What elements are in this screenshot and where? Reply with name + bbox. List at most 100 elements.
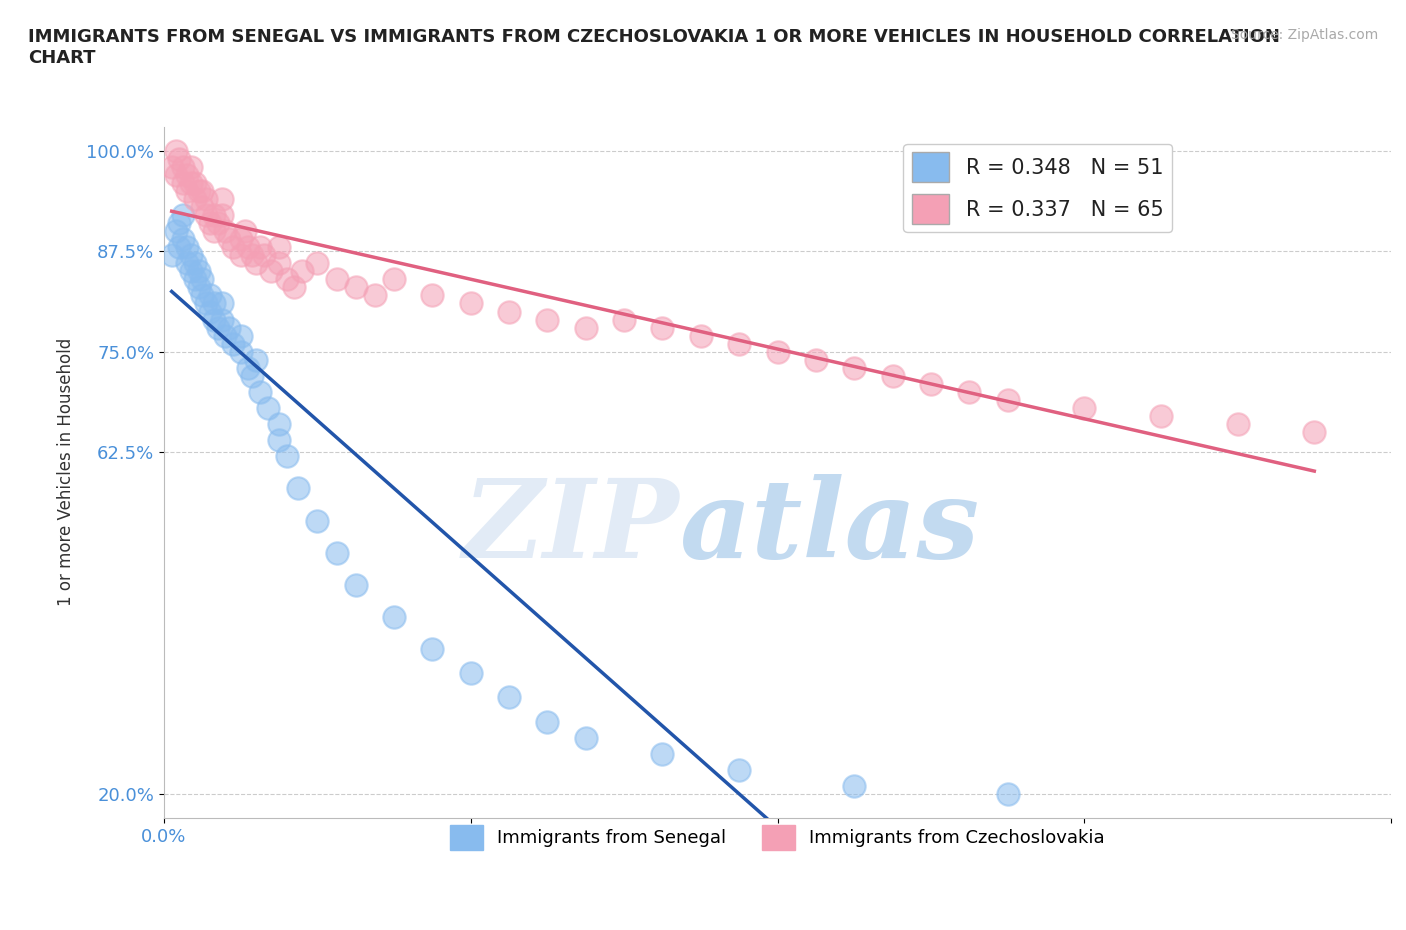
Point xyxy=(187,183,209,198)
Point xyxy=(267,240,290,255)
Point xyxy=(844,361,866,376)
Point xyxy=(344,578,367,592)
Point xyxy=(253,247,276,262)
Point xyxy=(180,264,202,279)
Point xyxy=(460,666,482,681)
Point xyxy=(1150,408,1173,423)
Point xyxy=(172,232,194,246)
Point xyxy=(176,167,198,182)
Point xyxy=(191,183,214,198)
Point xyxy=(160,247,183,262)
Point xyxy=(229,344,252,359)
Point xyxy=(195,296,218,311)
Point xyxy=(211,312,233,327)
Point xyxy=(844,778,866,793)
Point xyxy=(957,384,980,399)
Point xyxy=(997,392,1019,407)
Point xyxy=(240,247,263,262)
Point xyxy=(202,312,225,327)
Point xyxy=(165,224,187,239)
Point xyxy=(207,320,229,335)
Point xyxy=(651,320,673,335)
Point xyxy=(536,312,558,327)
Point xyxy=(267,256,290,271)
Point xyxy=(183,176,205,191)
Point xyxy=(214,224,236,239)
Point xyxy=(211,192,233,206)
Point xyxy=(180,247,202,262)
Point xyxy=(229,232,252,246)
Point xyxy=(218,232,240,246)
Point xyxy=(233,224,256,239)
Point xyxy=(728,337,751,352)
Point xyxy=(613,312,636,327)
Point xyxy=(325,545,347,560)
Point xyxy=(187,264,209,279)
Point xyxy=(689,328,711,343)
Point xyxy=(882,368,904,383)
Point xyxy=(260,264,283,279)
Point xyxy=(229,247,252,262)
Point xyxy=(287,481,309,496)
Point xyxy=(176,240,198,255)
Point xyxy=(211,296,233,311)
Point xyxy=(498,690,520,705)
Point xyxy=(920,377,942,392)
Point xyxy=(249,384,271,399)
Point xyxy=(195,192,218,206)
Point xyxy=(165,167,187,182)
Point xyxy=(1073,401,1095,416)
Point xyxy=(267,432,290,447)
Point xyxy=(364,288,387,303)
Point xyxy=(222,337,245,352)
Point xyxy=(240,368,263,383)
Point xyxy=(245,352,267,367)
Point xyxy=(276,449,298,464)
Point xyxy=(382,272,405,286)
Point xyxy=(172,176,194,191)
Point xyxy=(202,224,225,239)
Point xyxy=(498,304,520,319)
Y-axis label: 1 or more Vehicles in Household: 1 or more Vehicles in Household xyxy=(58,339,75,606)
Point xyxy=(267,417,290,432)
Point xyxy=(169,240,191,255)
Point xyxy=(344,280,367,295)
Point xyxy=(382,610,405,625)
Point xyxy=(160,159,183,174)
Point xyxy=(575,320,598,335)
Text: ZIP: ZIP xyxy=(463,474,679,581)
Text: IMMIGRANTS FROM SENEGAL VS IMMIGRANTS FROM CZECHOSLOVAKIA 1 OR MORE VEHICLES IN : IMMIGRANTS FROM SENEGAL VS IMMIGRANTS FR… xyxy=(28,28,1279,67)
Text: atlas: atlas xyxy=(679,474,980,581)
Point xyxy=(198,288,221,303)
Point xyxy=(191,200,214,215)
Point xyxy=(218,320,240,335)
Point xyxy=(422,642,444,657)
Point xyxy=(207,216,229,231)
Point xyxy=(249,240,271,255)
Point xyxy=(728,763,751,777)
Point xyxy=(183,256,205,271)
Point xyxy=(222,240,245,255)
Point xyxy=(997,787,1019,802)
Point xyxy=(187,280,209,295)
Point xyxy=(165,143,187,158)
Point xyxy=(291,264,314,279)
Point xyxy=(202,296,225,311)
Point xyxy=(575,730,598,745)
Point xyxy=(172,159,194,174)
Point xyxy=(214,328,236,343)
Point xyxy=(238,361,260,376)
Point xyxy=(202,207,225,222)
Point xyxy=(176,256,198,271)
Point xyxy=(256,401,278,416)
Text: Source: ZipAtlas.com: Source: ZipAtlas.com xyxy=(1230,28,1378,42)
Point xyxy=(191,288,214,303)
Point xyxy=(1226,417,1249,432)
Point xyxy=(183,192,205,206)
Point xyxy=(172,207,194,222)
Point xyxy=(176,183,198,198)
Point xyxy=(198,304,221,319)
Point xyxy=(766,344,789,359)
Point xyxy=(195,207,218,222)
Point xyxy=(180,176,202,191)
